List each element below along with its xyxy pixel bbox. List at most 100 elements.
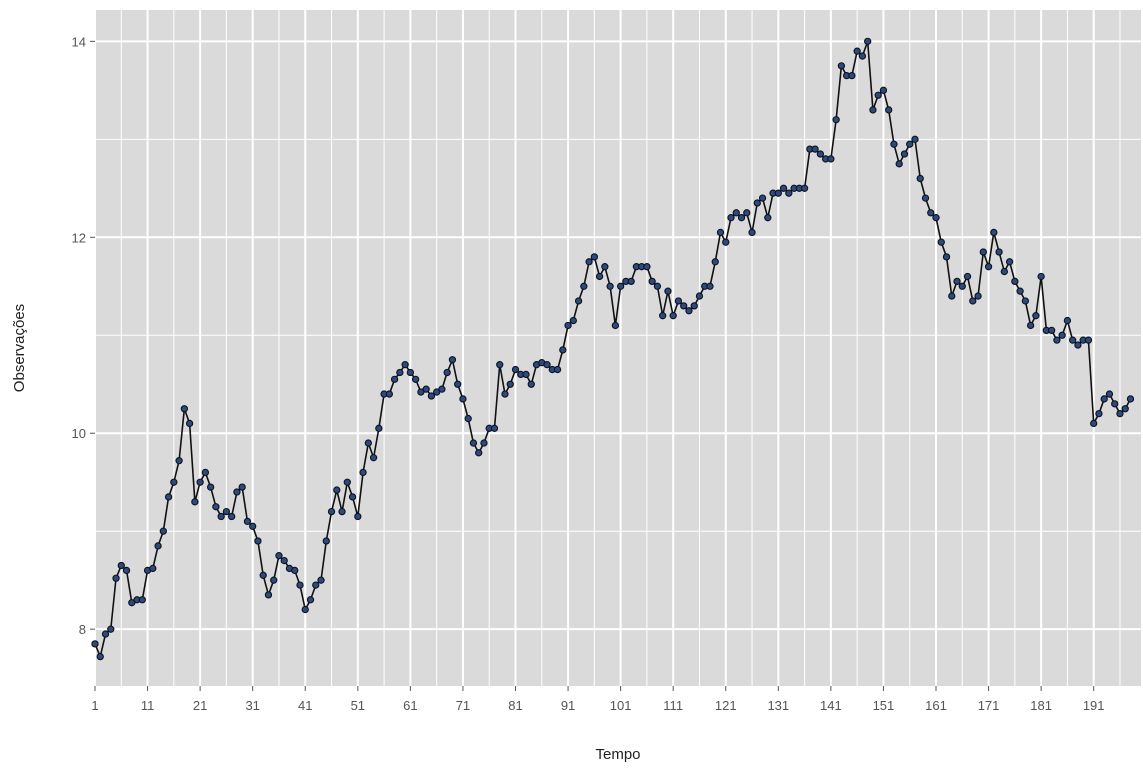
data-point: [984, 263, 993, 271]
y-tick-label: 12: [72, 230, 86, 245]
data-point: [690, 302, 698, 310]
data-point: [1032, 312, 1040, 320]
data-point: [275, 552, 283, 560]
data-point: [574, 297, 583, 305]
data-point: [727, 214, 735, 222]
data-point: [1074, 341, 1082, 349]
data-point: [932, 214, 940, 222]
data-point: [606, 282, 614, 290]
grid-lines: [94, 10, 1141, 686]
data-point: [375, 424, 383, 432]
data-point: [963, 272, 972, 281]
data-point: [296, 581, 304, 589]
data-point: [1121, 405, 1129, 413]
data-point: [1100, 395, 1108, 403]
data-point: [385, 390, 394, 398]
data-point: [680, 302, 688, 310]
data-point: [259, 571, 267, 579]
data-point: [112, 574, 120, 582]
data-point: [774, 189, 782, 197]
data-point: [1069, 336, 1077, 344]
data-point: [601, 263, 609, 271]
data-point: [390, 375, 399, 384]
x-tick-label: 171: [978, 698, 1000, 713]
data-point: [569, 316, 577, 325]
data-point: [664, 287, 672, 295]
data-point: [280, 556, 288, 565]
data-point: [338, 507, 346, 516]
data-point: [359, 468, 367, 477]
data-point: [595, 272, 604, 281]
data-point: [138, 596, 146, 604]
data-point: [969, 297, 977, 305]
data-point: [869, 106, 877, 114]
data-point: [1016, 287, 1024, 295]
data-point: [228, 512, 236, 521]
data-point: [191, 498, 199, 506]
data-point: [459, 395, 467, 403]
y-tick-label: 8: [79, 622, 86, 637]
x-tick-label: 51: [351, 698, 365, 713]
data-point: [979, 248, 987, 256]
data-point: [401, 361, 409, 369]
data-point: [764, 214, 772, 222]
data-point: [590, 253, 598, 261]
data-point: [196, 478, 204, 486]
data-point: [911, 135, 919, 143]
data-point: [306, 596, 315, 604]
data-point: [706, 282, 714, 290]
x-tick-label: 21: [193, 698, 207, 713]
data-point: [490, 424, 499, 432]
data-point: [343, 478, 351, 486]
data-point: [948, 292, 956, 300]
data-point: [312, 581, 320, 589]
data-point: [559, 346, 567, 354]
data-point: [422, 385, 430, 393]
data-point: [553, 365, 562, 374]
x-tick-label: 131: [767, 698, 789, 713]
data-point: [1063, 316, 1072, 325]
data-point: [1126, 395, 1135, 403]
x-tick-label: 121: [715, 698, 737, 713]
data-point: [101, 630, 110, 638]
x-tick-label: 91: [561, 698, 575, 713]
data-point: [585, 258, 593, 266]
x-tick-label: 161: [925, 698, 947, 713]
data-point: [753, 199, 761, 207]
data-point: [800, 184, 809, 192]
data-point: [648, 277, 656, 286]
data-point: [333, 486, 341, 494]
x-tick-label: 111: [663, 698, 683, 713]
data-point: [1005, 258, 1014, 266]
data-point: [1037, 272, 1045, 281]
data-point: [732, 209, 740, 217]
data-point: [238, 483, 246, 491]
x-tick-label: 1: [91, 698, 98, 713]
data-point: [1058, 331, 1066, 339]
data-point: [927, 209, 935, 217]
x-axis-title: Tempo: [595, 746, 640, 763]
x-tick-label: 141: [820, 698, 842, 713]
data-point: [837, 62, 846, 70]
data-point: [1053, 336, 1061, 344]
data-point: [233, 488, 241, 496]
data-point: [270, 576, 278, 584]
data-point: [653, 282, 662, 290]
data-point: [249, 522, 257, 530]
data-point: [564, 321, 572, 330]
data-point: [853, 47, 861, 55]
data-point: [506, 380, 514, 388]
data-point: [685, 307, 693, 315]
x-tick-label: 61: [403, 698, 417, 713]
data-point: [406, 368, 415, 377]
data-point: [201, 468, 210, 477]
x-tick-label: 101: [610, 698, 632, 713]
x-tick-label: 41: [298, 698, 312, 713]
data-point: [317, 576, 325, 584]
data-point: [659, 312, 667, 320]
data-point: [722, 238, 730, 246]
data-point: [974, 292, 982, 300]
data-point: [222, 507, 231, 516]
data-point: [674, 297, 683, 305]
